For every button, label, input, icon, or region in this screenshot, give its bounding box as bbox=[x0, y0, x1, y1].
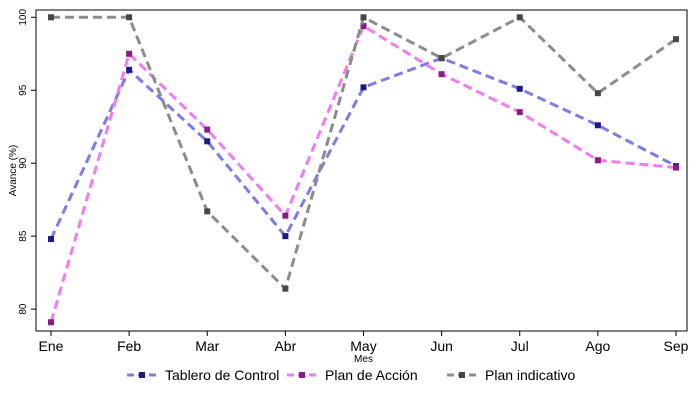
y-tick-label: 100 bbox=[18, 9, 29, 26]
data-point bbox=[516, 109, 523, 116]
data-point bbox=[204, 208, 211, 215]
data-point bbox=[594, 122, 601, 129]
data-point bbox=[360, 23, 367, 30]
x-tick-label: Ago bbox=[585, 338, 610, 354]
legend-label: Tablero de Control bbox=[165, 367, 279, 383]
data-point bbox=[48, 14, 54, 21]
data-point bbox=[516, 14, 523, 21]
x-axis-title: Mes bbox=[354, 354, 373, 365]
data-point bbox=[48, 236, 54, 243]
data-point bbox=[126, 14, 133, 21]
data-point bbox=[204, 126, 211, 133]
data-point bbox=[594, 157, 601, 164]
x-tick-label: Jul bbox=[511, 338, 529, 354]
x-tick-label: May bbox=[350, 338, 376, 354]
x-tick-label: Abr bbox=[274, 338, 296, 354]
y-tick-label: 90 bbox=[18, 157, 29, 169]
data-point bbox=[360, 14, 367, 21]
y-axis-title: Avance (%) bbox=[8, 145, 19, 197]
data-point bbox=[126, 50, 133, 57]
x-tick-label: Sep bbox=[664, 338, 689, 354]
data-point bbox=[594, 90, 601, 97]
legend-marker bbox=[139, 372, 145, 378]
data-point bbox=[48, 319, 54, 326]
plot-frame bbox=[35, 9, 688, 332]
x-tick-label: Feb bbox=[117, 338, 141, 354]
y-tick-label: 85 bbox=[18, 230, 29, 242]
x-tick-label: Mar bbox=[195, 338, 219, 354]
y-axis: 80 85 90 95 100 bbox=[18, 9, 36, 315]
y-tick-label: 80 bbox=[18, 303, 29, 315]
legend-label: Plan de Acción bbox=[325, 367, 418, 383]
plot-area bbox=[35, 9, 688, 332]
x-tick-label: Ene bbox=[39, 338, 64, 354]
data-point bbox=[360, 84, 367, 91]
data-point bbox=[438, 55, 445, 62]
data-point bbox=[516, 85, 523, 92]
legend-item: Tablero de Control bbox=[127, 367, 279, 383]
legend-marker bbox=[299, 372, 305, 378]
x-axis: Ene Feb Mar Abr May Jun Jul Ago Sep bbox=[39, 331, 689, 354]
data-point bbox=[282, 285, 289, 292]
data-point bbox=[673, 36, 679, 43]
data-point bbox=[438, 71, 445, 78]
x-tick-label: Jun bbox=[430, 338, 453, 354]
series-layer bbox=[48, 14, 679, 326]
legend: Tablero de Control Plan de Acción Plan ind… bbox=[127, 367, 575, 383]
data-point bbox=[282, 212, 289, 219]
legend-marker bbox=[459, 372, 465, 378]
data-point bbox=[673, 164, 679, 171]
legend-label: Plan indicativo bbox=[485, 367, 575, 383]
legend-item: Plan indicativo bbox=[447, 367, 575, 383]
data-point bbox=[282, 233, 289, 240]
y-tick-label: 95 bbox=[18, 84, 29, 96]
legend-item: Plan de Acción bbox=[287, 367, 418, 383]
series-3 bbox=[48, 14, 679, 292]
data-point bbox=[204, 138, 211, 145]
data-point bbox=[126, 66, 133, 73]
